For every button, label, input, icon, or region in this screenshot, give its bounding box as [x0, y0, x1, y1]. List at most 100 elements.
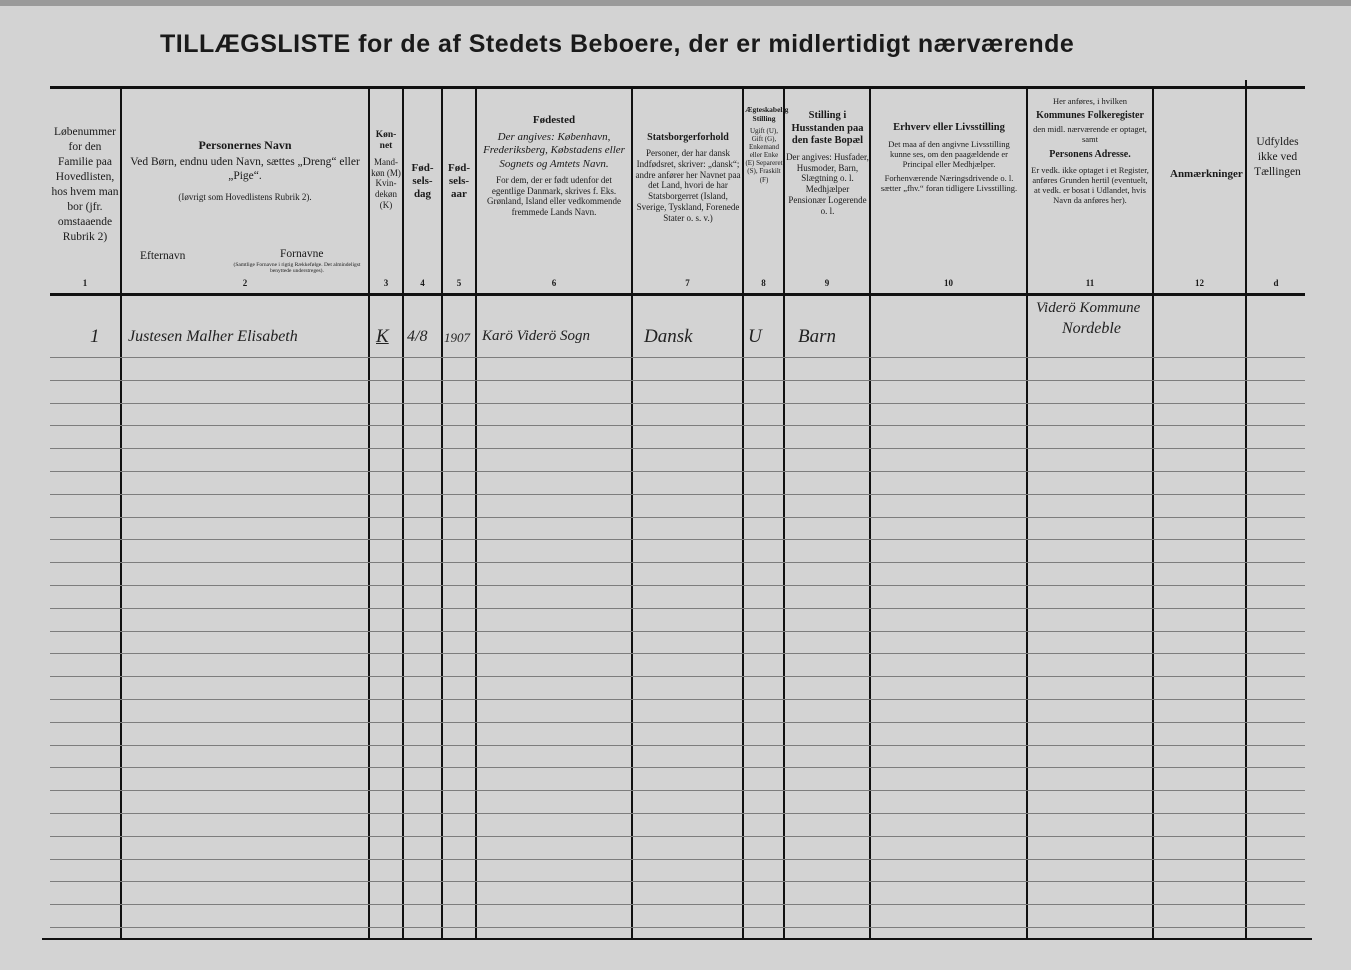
header-col-11: Her anføres, i hvilken Kommunes Folkereg…: [1030, 96, 1150, 296]
entry-adresse: Nordeble: [1062, 320, 1121, 337]
entry-statsborger: Dansk: [644, 326, 693, 347]
scan-edge: [0, 0, 1351, 6]
col-number: 10: [944, 278, 953, 288]
header-col-5-title: Fød-sels-aar: [448, 162, 470, 201]
header-col-2-note: (Iøvrigt som Hovedlistens Rubrik 2).: [178, 191, 312, 202]
header-efternavn: Efternavn: [140, 250, 186, 262]
row-line: [50, 790, 1305, 791]
row-line: [50, 471, 1305, 472]
row-line: [50, 859, 1305, 860]
header-col-12: Anmærkninger: [1170, 168, 1243, 368]
header-col-11-title2: Personens Adresse.: [1049, 148, 1131, 160]
header-col-5: Fød-sels-aar: [443, 162, 475, 362]
row-line: [50, 676, 1305, 677]
table-top-border: [50, 86, 1305, 89]
header-bottom-border: [50, 293, 1305, 296]
header-col-10-note: Forhenværende Næringsdrivende o. l. sætt…: [880, 173, 1018, 194]
header-col-6-text: Der angives: København, Frederiksberg, K…: [483, 131, 625, 170]
col-number: 12: [1195, 278, 1204, 288]
header-col-9: Stilling i Husstanden paa den faste Bopæ…: [786, 110, 869, 310]
header-col-10-title: Erhverv eller Livsstilling: [893, 122, 1005, 133]
col-number: d: [1273, 278, 1279, 288]
header-col-11-note: Er vedk. ikke optaget i et Register, anf…: [1031, 164, 1149, 206]
header-col-3-text: Mand-køn (M) Kvin-dekøn (K): [371, 156, 401, 210]
header-col-3: Køn-net Mand-køn (M) Kvin-dekøn (K): [370, 130, 402, 330]
header-col-8-title: Ægteskabelig Stilling: [745, 105, 789, 123]
header-col-8: Ægteskabelig Stilling Ugift (U), Gift (G…: [745, 105, 789, 306]
row-line: [50, 425, 1305, 426]
entry-stilling: Barn: [798, 326, 836, 347]
col-number: 7: [685, 278, 690, 288]
header-col-11-pre: Her anføres, i hvilken: [1052, 96, 1128, 106]
col-number: 2: [242, 278, 248, 288]
row-line: [50, 562, 1305, 563]
row-line: [50, 813, 1305, 814]
row-line: [50, 448, 1305, 449]
row-line: [50, 517, 1305, 518]
row-line: [50, 881, 1305, 882]
row-line: [50, 494, 1305, 495]
column-divider: [441, 88, 443, 940]
row-line: [50, 608, 1305, 609]
row-line: [50, 836, 1305, 837]
row-line: [50, 380, 1305, 381]
row-line: [50, 357, 1305, 358]
row-line: [50, 927, 1305, 928]
col-number: 8: [761, 278, 766, 288]
header-fornavne: Fornavne: [280, 248, 324, 260]
column-divider: [869, 88, 871, 940]
header-col-6-title: Fødested: [532, 114, 576, 126]
header-col-2-text: Ved Børn, endnu uden Navn, sættes „Dreng…: [130, 156, 360, 183]
entry-navn: Justesen Malher Elisabeth: [128, 328, 298, 345]
row-line: [50, 403, 1305, 404]
col-number: 11: [1085, 278, 1095, 288]
col-number: 5: [456, 278, 462, 288]
header-col-6: Fødested Der angives: København, Frederi…: [480, 114, 628, 314]
entry-folkeregister: Viderö Kommune: [1036, 300, 1141, 316]
column-divider: [368, 88, 370, 940]
col-number: 6: [551, 278, 557, 288]
header-col-d: Udfyldes ikke ved Tællingen: [1254, 136, 1301, 178]
header-col-7-title: Statsborgerforhold: [647, 132, 729, 143]
row-line: [50, 653, 1305, 654]
row-line: [50, 699, 1305, 700]
col-number: 4: [420, 278, 425, 288]
column-divider: [1245, 80, 1247, 940]
header-col-3-title: Køn-net: [375, 130, 397, 152]
row-line: [50, 745, 1305, 746]
header-col-1: Løbenummer for den Familie paa Hovedlist…: [51, 126, 119, 243]
row-line: [50, 631, 1305, 632]
header-col-4-title: Fød-sels-dag: [411, 162, 434, 201]
column-divider: [631, 88, 633, 940]
column-divider: [1026, 88, 1028, 940]
column-divider: [475, 88, 477, 940]
header-col-11-title: Kommunes Folkeregister: [1036, 110, 1144, 122]
header-col-7-text: Personer, der har dansk Indfødsret, skri…: [635, 148, 741, 223]
header-col-10-text: Det maa af den angivne Livsstilling kunn…: [888, 138, 1010, 169]
page-title: TILLÆGSLISTE for de af Stedets Beboere, …: [160, 30, 1075, 58]
header-col-9-title: Stilling i Husstanden paa den faste Bopæ…: [791, 110, 864, 147]
header-col-2: Personernes Navn Ved Børn, endnu uden Na…: [122, 92, 368, 292]
column-divider: [402, 88, 404, 940]
header-col-6-note: For dem, der er født udenfor det egentli…: [487, 174, 621, 218]
entry-aegteskab: U: [748, 326, 762, 347]
col-number: 9: [824, 278, 830, 288]
column-divider: [783, 88, 785, 940]
row-line: [50, 767, 1305, 768]
row-line: [50, 539, 1305, 540]
entry-fodselsaar: 1907: [444, 330, 470, 345]
column-divider: [1152, 88, 1154, 940]
header-fornavne-note: (Samtlige Fornavne i rigtig Rækkefølge. …: [233, 262, 361, 275]
entry-lobenummer: 1: [90, 326, 100, 347]
row-line: [50, 904, 1305, 905]
entry-fodested: Karö Viderö Sogn: [482, 328, 591, 344]
header-col-10: Erhverv eller Livsstilling Det maa af de…: [878, 122, 1020, 322]
column-divider: [120, 88, 122, 940]
header-col-7: Statsborgerforhold Personer, der har dan…: [634, 132, 742, 332]
header-col-2-title: Personernes Navn: [198, 138, 292, 152]
row-line: [50, 585, 1305, 586]
col-number: 3: [383, 278, 389, 288]
header-col-12-title: Anmærkninger: [1170, 168, 1243, 180]
header-col-11-text: den midl. nærværende er optaget, samt: [1033, 124, 1147, 145]
row-line: [50, 722, 1305, 723]
